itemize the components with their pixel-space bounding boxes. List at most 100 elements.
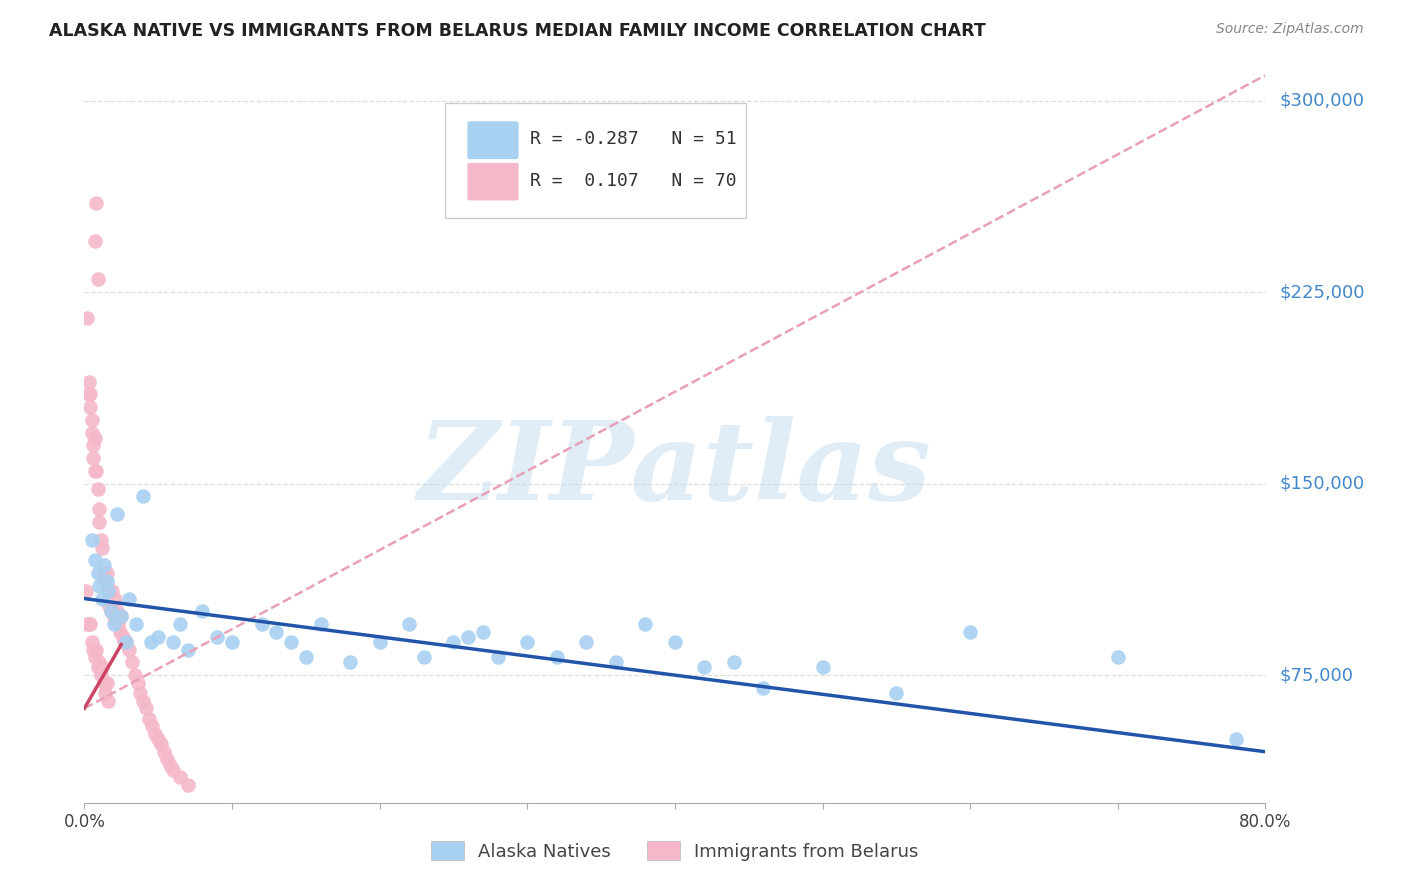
Point xyxy=(93,558,115,573)
Point xyxy=(77,375,100,389)
Point xyxy=(96,566,118,580)
Point xyxy=(634,617,657,632)
Point xyxy=(457,630,479,644)
Point xyxy=(150,737,173,751)
Text: $75,000: $75,000 xyxy=(1279,666,1354,684)
Point xyxy=(100,604,122,618)
Point xyxy=(108,624,131,639)
Point xyxy=(295,650,318,665)
FancyBboxPatch shape xyxy=(467,162,519,201)
Point xyxy=(162,635,184,649)
Point xyxy=(87,515,111,529)
Point xyxy=(82,438,104,452)
Point xyxy=(86,482,108,496)
Point xyxy=(83,650,105,665)
Point xyxy=(114,635,136,649)
Point xyxy=(132,490,155,504)
Point xyxy=(84,642,107,657)
Point xyxy=(413,650,436,665)
Point xyxy=(79,400,101,414)
Point xyxy=(94,574,117,588)
Point xyxy=(959,624,981,639)
Point xyxy=(105,604,128,618)
Point xyxy=(76,310,98,325)
Point xyxy=(79,617,101,632)
Point xyxy=(207,630,229,644)
Point xyxy=(83,431,105,445)
Point xyxy=(139,635,162,649)
Point xyxy=(80,413,103,427)
Point xyxy=(516,635,538,649)
Point xyxy=(77,617,100,632)
Point xyxy=(83,234,105,248)
Point xyxy=(101,583,124,598)
Point xyxy=(162,763,184,777)
Point xyxy=(159,757,181,772)
Point xyxy=(575,635,598,649)
Point xyxy=(97,694,120,708)
Point xyxy=(86,566,108,580)
Point xyxy=(84,464,107,478)
Point xyxy=(118,591,141,606)
Point xyxy=(110,609,132,624)
Point xyxy=(811,660,834,674)
Point xyxy=(93,675,115,690)
Point xyxy=(121,656,143,670)
Point xyxy=(104,591,127,606)
Point xyxy=(221,635,243,649)
Point xyxy=(97,583,120,598)
Point xyxy=(752,681,775,695)
Point xyxy=(87,656,111,670)
Point xyxy=(156,752,179,766)
Point xyxy=(664,635,686,649)
Point xyxy=(103,617,125,632)
Point xyxy=(84,195,107,210)
Text: $300,000: $300,000 xyxy=(1279,92,1364,110)
Point xyxy=(91,660,114,674)
Point xyxy=(83,553,105,567)
Point xyxy=(148,630,170,644)
Point xyxy=(472,624,495,639)
Text: R = -0.287   N = 51: R = -0.287 N = 51 xyxy=(530,130,737,148)
Point xyxy=(143,727,166,741)
Point xyxy=(77,387,100,401)
Point xyxy=(129,686,152,700)
Point xyxy=(114,635,136,649)
Point xyxy=(141,719,163,733)
Point xyxy=(127,675,149,690)
Point xyxy=(91,591,114,606)
Point xyxy=(100,604,122,618)
Point xyxy=(125,617,148,632)
Point xyxy=(546,650,568,665)
Point xyxy=(79,387,101,401)
Point xyxy=(86,272,108,286)
Point xyxy=(80,533,103,547)
Point xyxy=(86,660,108,674)
Point xyxy=(94,686,117,700)
Point xyxy=(107,617,129,632)
Point xyxy=(112,635,135,649)
Point xyxy=(169,617,191,632)
Point xyxy=(135,701,157,715)
Point xyxy=(443,635,465,649)
FancyBboxPatch shape xyxy=(444,103,745,218)
Text: $150,000: $150,000 xyxy=(1279,475,1364,492)
Point xyxy=(309,617,332,632)
Point xyxy=(97,583,120,598)
Point xyxy=(280,635,302,649)
Point xyxy=(177,642,200,657)
Point xyxy=(118,642,141,657)
Text: R =  0.107   N = 70: R = 0.107 N = 70 xyxy=(530,172,737,190)
Point xyxy=(103,609,125,624)
Point xyxy=(177,778,200,792)
Point xyxy=(90,533,112,547)
Point xyxy=(486,650,509,665)
Point xyxy=(693,660,716,674)
Text: $225,000: $225,000 xyxy=(1279,283,1365,301)
Point xyxy=(83,464,105,478)
Point xyxy=(153,745,176,759)
Point xyxy=(110,609,132,624)
Point xyxy=(191,604,214,618)
Point xyxy=(87,579,111,593)
Point xyxy=(169,770,191,784)
